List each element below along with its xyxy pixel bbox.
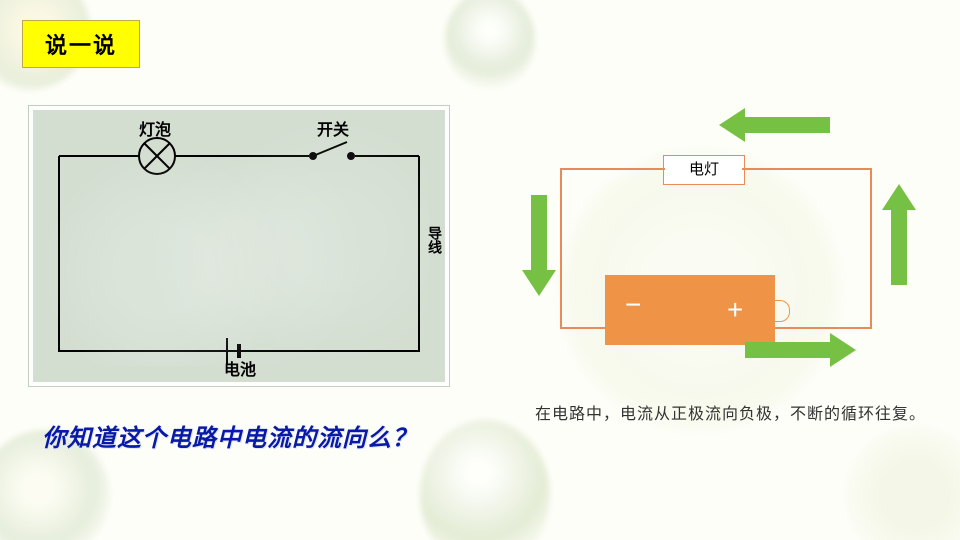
label-wire: 导线 [425,226,445,254]
battery-nub [775,300,790,322]
left-circuit-svg [29,106,449,386]
wire-bot-right [775,327,872,329]
battery-minus-icon: − [625,289,641,321]
explain-text: 在电路中，电流从正极流向负极，不断的循环往复。 [535,400,926,424]
arrow-right [891,210,907,285]
lamp-box: 电灯 [663,155,745,185]
label-switch: 开关 [317,116,349,140]
wire-left [560,168,562,328]
wire-bot-left [560,327,606,329]
arrow-left [531,195,547,270]
wire-top-left [560,168,665,170]
left-circuit-panel: 灯泡 开关 导线 电池 [28,105,450,387]
floral-bottom-right [845,425,960,540]
floral-top-mid [445,0,535,90]
label-bulb: 灯泡 [139,116,171,140]
label-battery: 电池 [224,356,256,380]
arrow-bottom [745,342,830,358]
floral-bottom-mid [420,420,550,540]
tag-box: 说一说 [22,20,140,68]
lamp-label: 电灯 [689,161,719,178]
question-text: 你知道这个电路中电流的流向么？ [42,418,417,453]
arrow-top [745,117,830,133]
wire-right [870,168,872,328]
battery-plus-icon: + [727,294,743,326]
wire-top-right [742,168,872,170]
tag-label: 说一说 [45,33,117,58]
